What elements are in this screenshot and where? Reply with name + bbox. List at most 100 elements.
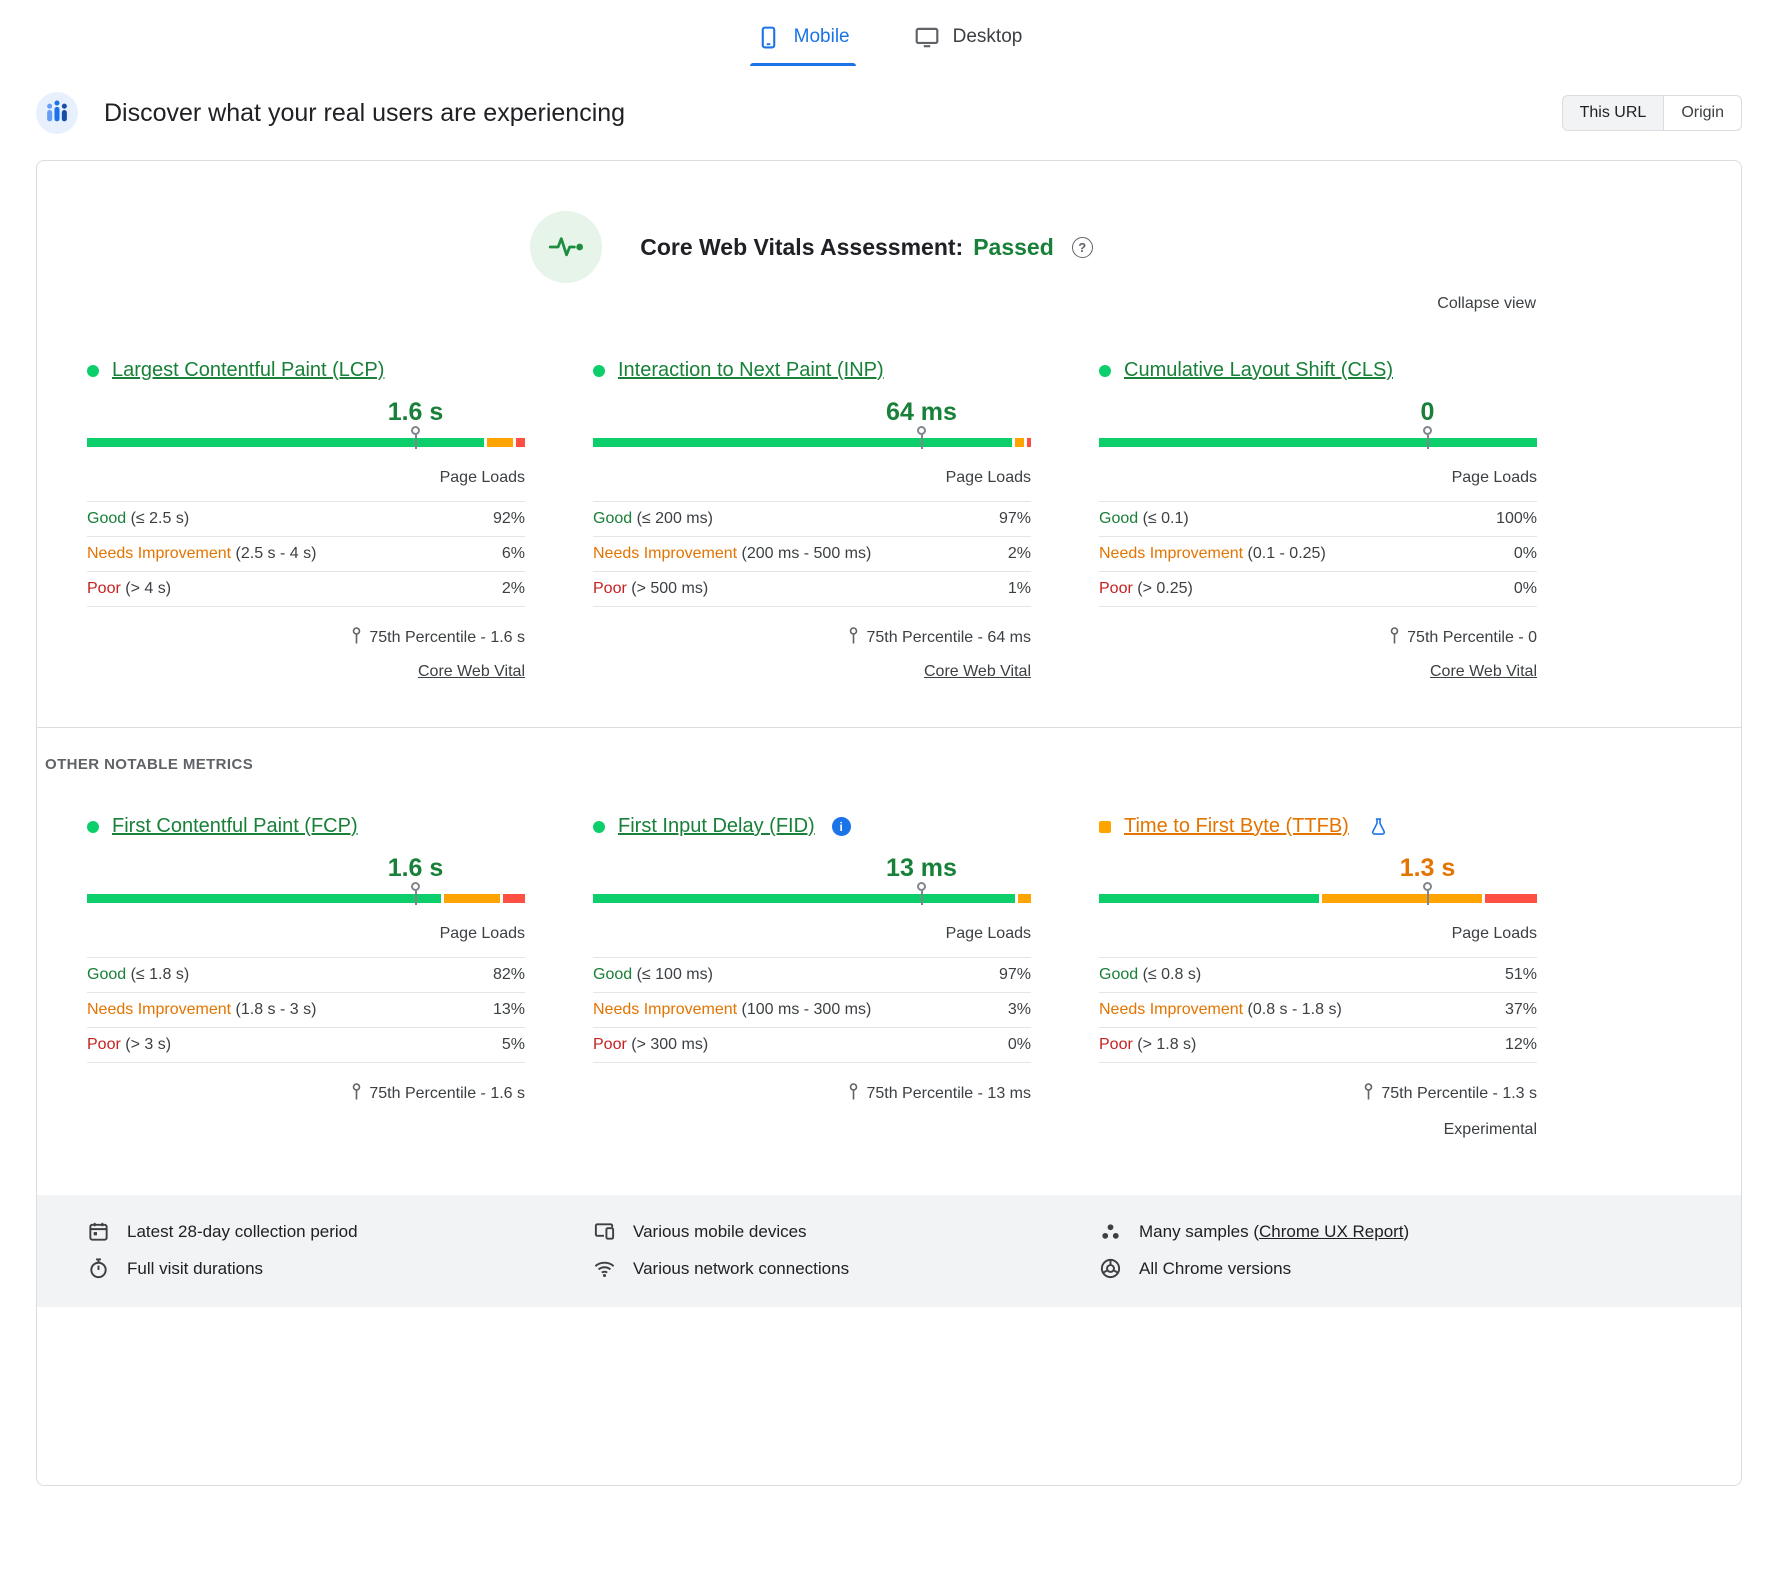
assessment-title: Core Web Vitals Assessment: <box>640 233 964 260</box>
status-dot-icon <box>1099 364 1111 377</box>
percentile-pin-icon <box>1363 1083 1374 1105</box>
status-dot-icon <box>87 364 99 377</box>
distribution-table: Good (≤ 2.5 s) 92% Needs Improvement (2.… <box>87 501 525 607</box>
percentile-row: 75th Percentile - 64 ms <box>593 627 1031 649</box>
page-loads-label: Page Loads <box>945 469 1031 486</box>
info-icon[interactable]: i <box>831 817 851 836</box>
pulse-icon <box>530 211 603 283</box>
core-metrics-grid: Largest Contentful Paint (LCP) 1.6 s Pag… <box>37 359 1741 681</box>
metric-fid-title-link[interactable]: First Input Delay (FID) <box>618 815 815 837</box>
scope-this-url-button[interactable]: This URL <box>1561 95 1665 131</box>
metric-lcp-title-link[interactable]: Largest Contentful Paint (LCP) <box>112 359 385 381</box>
percentile-row: 75th Percentile - 13 ms <box>593 1083 1031 1105</box>
metric-value: 13 ms <box>886 854 957 882</box>
mobile-devices-item: Various mobile devices <box>593 1213 1031 1250</box>
distribution-bar <box>87 882 525 905</box>
dist-row-poor: Poor (> 3 s) 5% <box>87 1027 525 1062</box>
percentile-row: 75th Percentile - 1.3 s <box>1099 1083 1537 1105</box>
dist-row-needs-improvement: Needs Improvement (0.8 s - 1.8 s) 37% <box>1099 992 1537 1027</box>
percentile-row: 75th Percentile - 1.6 s <box>87 1083 525 1105</box>
percentile-pin-icon <box>351 1083 362 1105</box>
metric-cls-title-link[interactable]: Cumulative Layout Shift (CLS) <box>1124 359 1394 381</box>
collapse-view-link[interactable]: Collapse view <box>1437 295 1536 312</box>
page-loads-label: Page Loads <box>1451 469 1537 486</box>
metric-fcp-title-link[interactable]: First Contentful Paint (FCP) <box>112 815 358 837</box>
percentile-pin-icon <box>351 627 362 649</box>
metric-ttfb-title-link[interactable]: Time to First Byte (TTFB) <box>1124 815 1349 837</box>
network-connections-item: Various network connections <box>593 1250 1031 1287</box>
distribution-table: Good (≤ 200 ms) 97% Needs Improvement (2… <box>593 501 1031 607</box>
dist-row-poor: Poor (> 1.8 s) 12% <box>1099 1027 1537 1062</box>
field-data-title: Discover what your real users are experi… <box>104 98 626 127</box>
card-bottom-space <box>37 1307 1741 1485</box>
dist-row-needs-improvement: Needs Improvement (200 ms - 500 ms) 2% <box>593 536 1031 571</box>
dist-row-needs-improvement: Needs Improvement (0.1 - 0.25) 0% <box>1099 536 1537 571</box>
device-tabs: Mobile Desktop <box>0 0 1778 66</box>
chrome-ux-report-link[interactable]: Chrome UX Report <box>1258 1221 1404 1241</box>
scope-origin-button[interactable]: Origin <box>1664 95 1742 131</box>
metric-lcp: Largest Contentful Paint (LCP) 1.6 s Pag… <box>87 359 525 681</box>
metric-inp-title-link[interactable]: Interaction to Next Paint (INP) <box>618 359 884 381</box>
distribution-table: Good (≤ 1.8 s) 82% Needs Improvement (1.… <box>87 957 525 1063</box>
distribution-bar <box>593 426 1031 449</box>
core-web-vital-link[interactable]: Core Web Vital <box>417 663 525 680</box>
other-notable-metrics-label: OTHER NOTABLE METRICS <box>45 756 254 773</box>
dist-row-needs-improvement: Needs Improvement (2.5 s - 4 s) 6% <box>87 536 525 571</box>
percentile-pin-icon <box>848 627 859 649</box>
page-loads-label: Page Loads <box>1451 925 1537 942</box>
dist-row-needs-improvement: Needs Improvement (100 ms - 300 ms) 3% <box>593 992 1031 1027</box>
dist-row-good: Good (≤ 1.8 s) 82% <box>87 957 525 992</box>
dist-row-good: Good (≤ 0.1) 100% <box>1099 501 1537 536</box>
distribution-bar <box>1099 426 1537 449</box>
metric-inp: Interaction to Next Paint (INP) 64 ms Pa… <box>593 359 1031 681</box>
experiment-icon[interactable] <box>1368 816 1389 837</box>
visit-durations-item: Full visit durations <box>87 1250 525 1287</box>
percentile-row: 75th Percentile - 1.6 s <box>87 627 525 649</box>
tab-mobile[interactable]: Mobile <box>749 24 856 66</box>
dist-row-good: Good (≤ 100 ms) 97% <box>593 957 1031 992</box>
status-dot-icon <box>87 820 99 833</box>
devices-icon <box>593 1220 616 1243</box>
dist-row-needs-improvement: Needs Improvement (1.8 s - 3 s) 13% <box>87 992 525 1027</box>
core-web-vital-link[interactable]: Core Web Vital <box>1429 663 1537 680</box>
metric-cls: Cumulative Layout Shift (CLS) 0 Page Loa… <box>1099 359 1537 681</box>
distribution-table: Good (≤ 0.8 s) 51% Needs Improvement (0.… <box>1099 957 1537 1063</box>
section-divider <box>37 727 1741 728</box>
many-samples-item: Many samples (Chrome UX Report) <box>1099 1213 1741 1250</box>
metric-ttfb: Time to First Byte (TTFB) 1.3 s Page Loa… <box>1099 815 1537 1139</box>
page-loads-label: Page Loads <box>439 469 525 486</box>
metric-value: 1.6 s <box>387 854 444 882</box>
help-icon[interactable]: ? <box>1071 236 1093 258</box>
other-metrics-grid: First Contentful Paint (FCP) 1.6 s Page … <box>37 815 1741 1139</box>
percentile-row: 75th Percentile - 0 <box>1099 627 1537 649</box>
metric-fid: First Input Delay (FID) i 13 ms Page Loa… <box>593 815 1031 1139</box>
page-loads-label: Page Loads <box>439 925 525 942</box>
tab-desktop[interactable]: Desktop <box>914 24 1023 66</box>
chrome-icon <box>1099 1257 1122 1280</box>
chrome-versions-item: All Chrome versions <box>1099 1250 1741 1287</box>
scope-toggle: This URL Origin <box>1561 95 1742 131</box>
collection-info-footer: Latest 28-day collection period Full vis… <box>37 1195 1741 1307</box>
field-data-card: Core Web Vitals Assessment: Passed ? Col… <box>36 160 1742 1486</box>
metric-fcp: First Contentful Paint (FCP) 1.6 s Page … <box>87 815 525 1139</box>
status-square-icon <box>1099 820 1111 833</box>
dist-row-good: Good (≤ 200 ms) 97% <box>593 501 1031 536</box>
distribution-bar <box>593 882 1031 905</box>
percentile-pin-icon <box>848 1083 859 1105</box>
field-data-header: Discover what your real users are experi… <box>36 92 1742 134</box>
mobile-icon <box>756 25 781 50</box>
dist-row-poor: Poor (> 300 ms) 0% <box>593 1027 1031 1062</box>
status-dot-icon <box>593 364 605 377</box>
core-web-vital-link[interactable]: Core Web Vital <box>923 663 1031 680</box>
tab-desktop-label: Desktop <box>952 26 1023 47</box>
network-icon <box>593 1257 616 1280</box>
experimental-label: Experimental <box>1443 1121 1537 1138</box>
distribution-table: Good (≤ 100 ms) 97% Needs Improvement (1… <box>593 957 1031 1063</box>
field-users-icon <box>36 92 78 134</box>
dist-row-poor: Poor (> 4 s) 2% <box>87 571 525 606</box>
cwv-assessment-header: Core Web Vitals Assessment: Passed ? <box>87 211 1536 283</box>
status-dot-icon <box>593 820 605 833</box>
calendar-icon <box>87 1220 110 1243</box>
dist-row-poor: Poor (> 500 ms) 1% <box>593 571 1031 606</box>
assessment-result: Passed <box>973 233 1054 260</box>
